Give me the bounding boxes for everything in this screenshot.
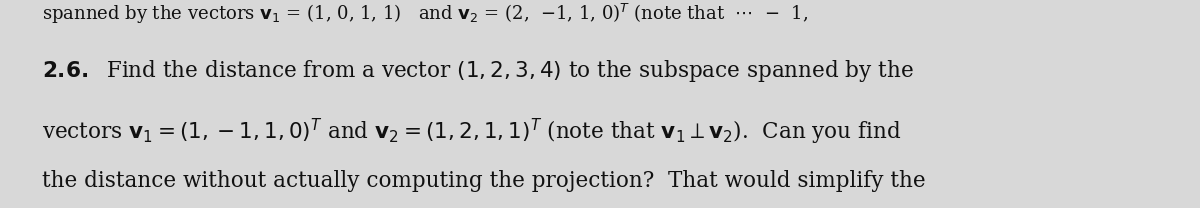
- Text: vectors $\mathbf{v}_1 = (1, -1, 1, 0)^T$ and $\mathbf{v}_2 = (1, 2, 1, 1)^T$ (no: vectors $\mathbf{v}_1 = (1, -1, 1, 0)^T$…: [42, 116, 901, 147]
- Text: the distance without actually computing the projection?  That would simplify the: the distance without actually computing …: [42, 170, 925, 192]
- Text: spanned by the vectors $\mathbf{v}_1$ = (1, 0, 1, 1)   and $\mathbf{v}_2$ = (2, : spanned by the vectors $\mathbf{v}_1$ = …: [42, 2, 809, 26]
- Text: $\mathbf{2.6.}$  Find the distance from a vector $(1, 2, 3, 4)$ to the subspace : $\mathbf{2.6.}$ Find the distance from a…: [42, 58, 914, 84]
